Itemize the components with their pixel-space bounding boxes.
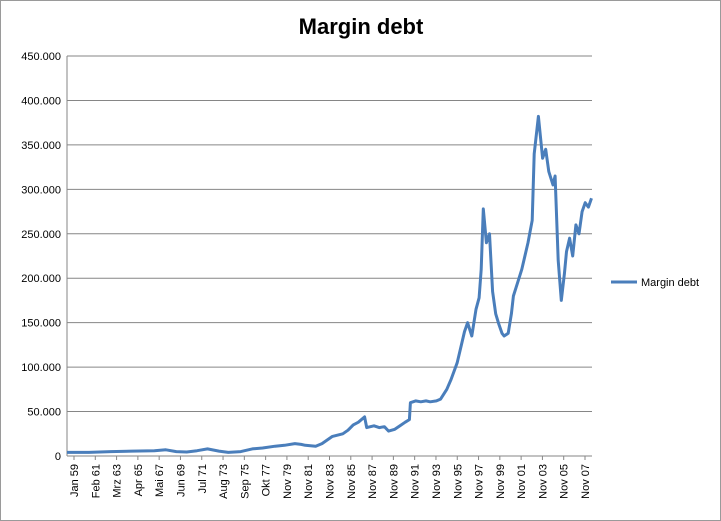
y-axis-ticks: 0 50.000 100.000 150.000 200.000 250.000 300.0…: [21, 51, 61, 463]
series-layer: [67, 114, 593, 454]
x-tick-label: Feb 61: [90, 464, 102, 498]
x-tick-label: Okt 77: [261, 464, 273, 496]
x-tick-label: Nov 05: [559, 464, 571, 499]
legend: Margin debt: [611, 277, 699, 289]
x-tick-label: Jul 71: [197, 464, 209, 493]
x-axis-ticks: Jan 59 Feb 61 Mrz 63 Apr 65 Mai 67 Jun 69 Jul …: [69, 456, 592, 499]
x-tick-label: Mai 67: [154, 464, 166, 497]
gridlines: [67, 55, 592, 413]
y-tick-label: 400.000: [21, 95, 61, 107]
legend-label: Margin debt: [641, 277, 699, 289]
x-tick-label: Nov 85: [346, 464, 358, 499]
y-tick-label: 50.000: [27, 407, 61, 419]
x-tick-label: Jan 59: [69, 464, 81, 497]
x-tick-label: Sep 75: [239, 464, 251, 499]
x-tick-label: Nov 89: [388, 464, 400, 499]
x-tick-label: Nov 01: [516, 464, 528, 499]
y-tick-label: 100.000: [21, 362, 61, 374]
axes: [66, 56, 592, 457]
y-tick-label: 150.000: [21, 318, 61, 330]
x-tick-label: Nov 99: [495, 464, 507, 499]
y-tick-label: 450.000: [21, 51, 61, 63]
x-tick-label: Nov 81: [303, 464, 315, 499]
chart-title: Margin debt: [299, 14, 424, 39]
x-tick-label: Nov 07: [580, 464, 592, 499]
x-tick-label: Jun 69: [175, 464, 187, 497]
y-tick-label: 300.000: [21, 184, 61, 196]
x-tick-label: Nov 87: [367, 464, 379, 499]
x-tick-label: Nov 79: [282, 464, 294, 499]
x-tick-label: Nov 83: [325, 464, 337, 499]
x-tick-label: Mrz 63: [112, 464, 124, 498]
y-tick-label: 250.000: [21, 229, 61, 241]
series-line-margin-debt: [67, 114, 593, 454]
x-tick-label: Nov 91: [410, 464, 422, 499]
y-tick-label: 200.000: [21, 273, 61, 285]
y-tick-label: 0: [55, 451, 61, 463]
x-tick-label: Nov 03: [537, 464, 549, 499]
x-tick-label: Nov 95: [452, 464, 464, 499]
x-tick-label: Aug 73: [218, 464, 230, 499]
x-tick-label: Nov 93: [431, 464, 443, 499]
y-tick-label: 350.000: [21, 140, 61, 152]
x-tick-label: Apr 65: [133, 464, 145, 496]
x-tick-label: Nov 97: [474, 464, 486, 499]
